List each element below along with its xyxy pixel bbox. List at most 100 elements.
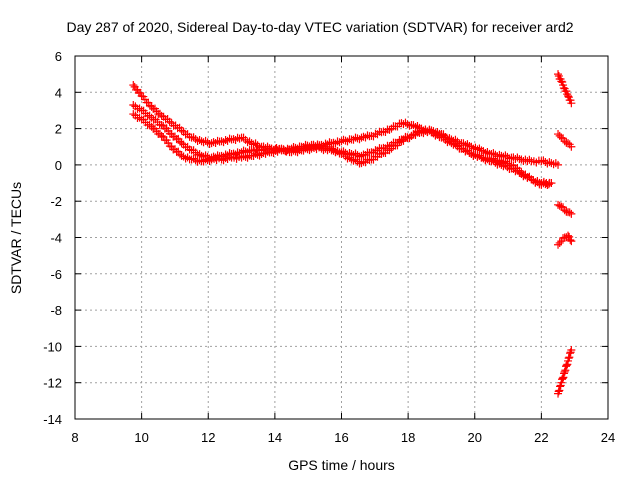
plot-frame xyxy=(74,55,609,420)
y-tick-label: -10 xyxy=(43,339,62,354)
data-point xyxy=(566,235,575,244)
data-point xyxy=(515,168,524,177)
data-point xyxy=(499,162,508,171)
data-point xyxy=(554,160,563,169)
data-point xyxy=(519,172,528,181)
series-segment-d xyxy=(554,231,576,249)
data-point xyxy=(395,138,404,147)
data-point xyxy=(351,155,360,164)
y-tick-label: -14 xyxy=(43,412,62,427)
data-point xyxy=(385,125,394,134)
data-point xyxy=(179,152,188,161)
data-point xyxy=(253,141,262,150)
data-point xyxy=(331,147,340,156)
data-point xyxy=(303,141,312,150)
data-point xyxy=(559,373,568,382)
data-point xyxy=(191,135,200,144)
data-point xyxy=(541,180,550,189)
data-point xyxy=(241,152,250,161)
data-point xyxy=(467,150,476,159)
data-point xyxy=(555,238,564,247)
data-point xyxy=(177,126,186,135)
data-point xyxy=(473,145,482,154)
data-point xyxy=(479,147,488,156)
data-point xyxy=(523,173,532,182)
data-point xyxy=(511,167,520,176)
data-point xyxy=(443,138,452,147)
x-tick-label: 10 xyxy=(134,430,148,445)
data-point xyxy=(479,154,488,163)
data-point xyxy=(513,153,522,162)
data-point xyxy=(385,146,394,155)
data-point xyxy=(243,138,252,147)
data-point xyxy=(223,136,232,145)
x-tick-label: 18 xyxy=(401,430,415,445)
data-point xyxy=(357,151,366,160)
data-point xyxy=(483,155,492,164)
data-point xyxy=(405,121,414,130)
x-tick-label: 8 xyxy=(71,430,78,445)
series-segment-e xyxy=(554,346,576,398)
data-point xyxy=(129,110,138,119)
data-point xyxy=(225,152,234,161)
data-point xyxy=(165,142,174,151)
data-point xyxy=(545,158,554,167)
x-tick-label: 20 xyxy=(468,430,482,445)
data-point xyxy=(467,142,476,151)
series-track-2 xyxy=(129,101,556,189)
data-point xyxy=(461,147,470,156)
data-point xyxy=(566,348,575,357)
data-point xyxy=(560,137,569,146)
data-point xyxy=(564,354,573,363)
data-point xyxy=(145,101,154,110)
data-point xyxy=(527,175,536,184)
y-tick-label: -6 xyxy=(50,267,62,282)
data-point xyxy=(407,131,416,140)
data-point xyxy=(183,153,192,162)
data-point xyxy=(177,139,186,148)
data-point xyxy=(471,150,480,159)
data-point xyxy=(181,154,190,163)
data-point xyxy=(491,158,500,167)
data-point xyxy=(554,200,563,209)
data-point xyxy=(567,142,576,151)
data-point xyxy=(145,120,154,129)
data-point xyxy=(165,117,174,126)
data-point xyxy=(211,138,220,147)
data-point xyxy=(449,140,458,149)
data-point xyxy=(567,237,576,246)
data-point xyxy=(219,156,228,165)
data-point xyxy=(187,155,196,164)
y-tick-label: 4 xyxy=(55,85,62,100)
data-point xyxy=(157,120,166,129)
x-tick-label: 14 xyxy=(268,430,282,445)
data-point xyxy=(157,111,166,120)
data-point xyxy=(557,378,566,387)
data-point xyxy=(567,346,576,355)
data-point xyxy=(357,159,366,168)
data-point xyxy=(377,150,386,159)
y-tick-label: 6 xyxy=(55,49,62,64)
data-point xyxy=(361,133,370,142)
data-point xyxy=(157,131,166,140)
series-segment-c xyxy=(554,200,576,218)
data-point xyxy=(501,161,510,170)
data-point xyxy=(554,240,563,249)
data-point xyxy=(565,353,574,362)
data-point xyxy=(558,375,567,384)
data-point xyxy=(531,178,540,187)
chart-title: Day 287 of 2020, Sidereal Day-to-day VTE… xyxy=(66,19,574,35)
y-tick-label: -2 xyxy=(50,194,62,209)
data-point xyxy=(343,137,352,146)
data-point xyxy=(365,156,374,165)
x-tick-label: 22 xyxy=(534,430,548,445)
data-point xyxy=(219,138,228,147)
data-point xyxy=(473,152,482,161)
data-point xyxy=(411,123,420,132)
series-segment-b xyxy=(554,130,576,151)
data-point xyxy=(559,234,568,243)
y-tick-label: 0 xyxy=(55,158,62,173)
data-point xyxy=(557,133,566,142)
